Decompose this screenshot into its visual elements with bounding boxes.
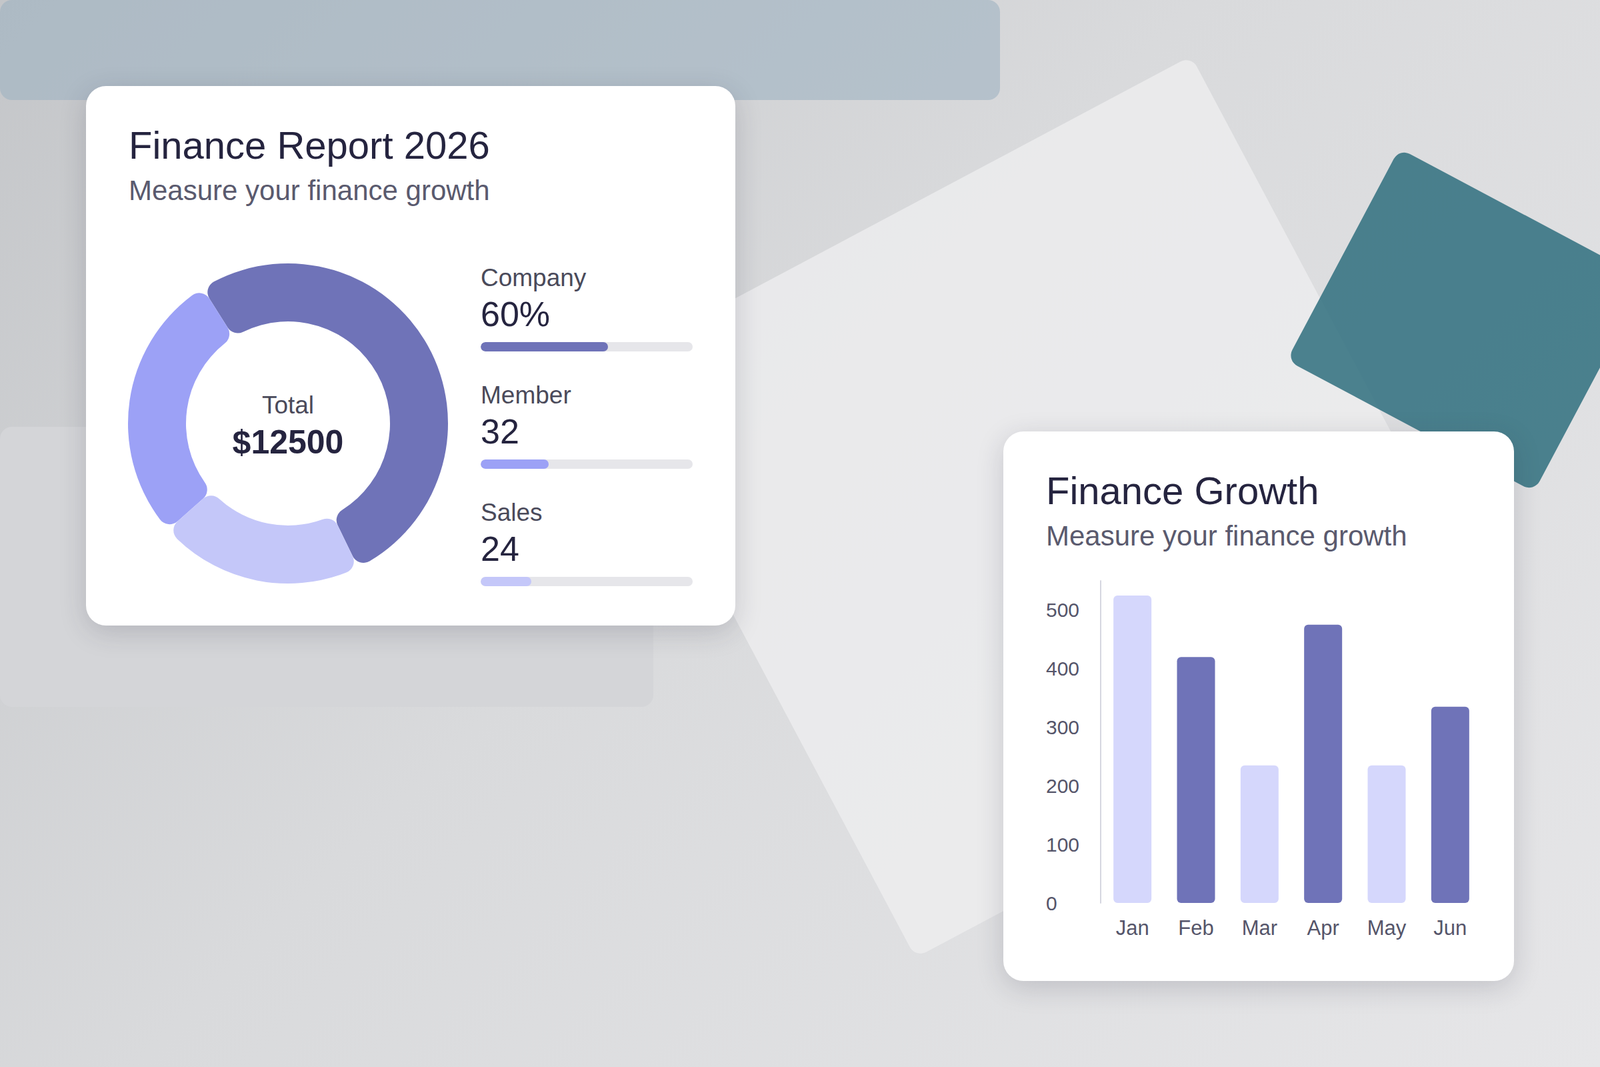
html-text:Company: Company [480,264,587,292]
svg-text:May: May [1367,916,1407,940]
svg-text:400: 400 [1046,657,1080,680]
html-text:Measure your finance growth: Measure your finance growth [128,174,490,206]
html-text:Finance Report 2026: Finance Report 2026 [128,123,490,167]
html-text:Finance Growth: Finance Growth [1046,468,1319,512]
svg-text:0: 0 [1046,892,1058,914]
svg-text:Jun: Jun [1433,916,1467,940]
svg-text:$12500: $12500 [232,423,344,461]
svg-text:500: 500 [1046,598,1080,621]
html-text:32: 32 [480,412,520,451]
html-text:60%: 60% [480,294,551,334]
svg-text:100: 100 [1046,833,1080,856]
html-text:24: 24 [480,529,520,568]
svg-text:Mar: Mar [1242,916,1278,940]
html-text:Measure your finance growth: Measure your finance growth [1046,520,1408,552]
html-text:Member: Member [480,381,572,409]
svg-text:300: 300 [1046,716,1080,738]
svg-text:Jan: Jan [1116,916,1150,940]
svg-text:200: 200 [1046,774,1080,797]
html-text:Sales: Sales [480,498,543,526]
svg-text:Feb: Feb [1178,916,1214,940]
svg-text:Apr: Apr [1307,916,1340,940]
svg-text:Total: Total [262,391,314,419]
